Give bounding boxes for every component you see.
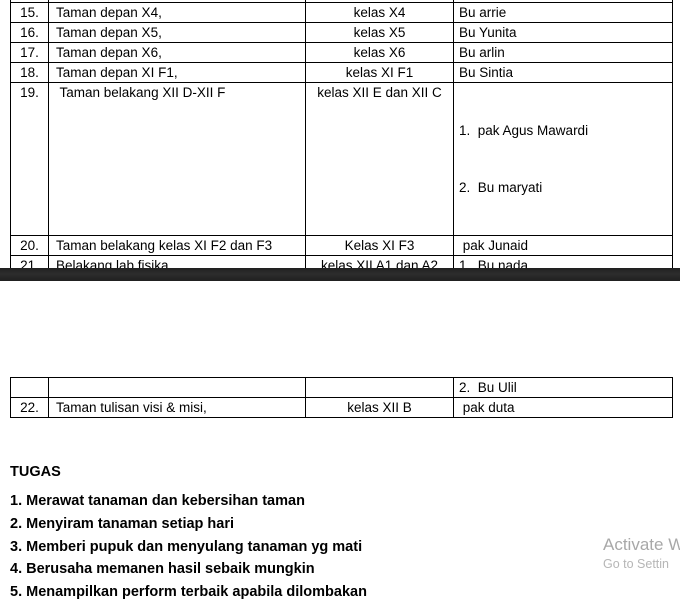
garden-assignment-table-page2: 2. Bu Ulil 22. Taman tulisan visi & misi… xyxy=(10,377,673,418)
table-row: 17. Taman depan X6, kelas X6 Bu arlin xyxy=(10,42,673,63)
table-row: 2. Bu Ulil xyxy=(10,377,673,398)
caretaker-line-1: 1. pak Agus Mawardi xyxy=(459,123,589,138)
windows-activation-watermark: Activate W Go to Settin xyxy=(603,534,680,572)
caretaker-cell: 2. Bu Ulil xyxy=(453,377,673,398)
caretaker-cell: pak Junaid xyxy=(453,235,673,256)
task-item: 2. Menyiram tanaman setiap hari xyxy=(10,515,235,532)
location-cell: Taman depan X5, xyxy=(48,22,306,43)
caretaker-cell: Bu arrie xyxy=(453,2,673,23)
location-cell: Taman depan XI F1, xyxy=(48,62,306,83)
location-cell: Taman belakang XII D-XII F xyxy=(48,82,306,236)
task-item: 3. Memberi pupuk dan menyulang tanaman y… xyxy=(10,538,363,555)
table-row: 16. Taman depan X5, kelas X5 Bu Yunita xyxy=(10,22,673,43)
caretaker-cell: Bu arlin xyxy=(453,42,673,63)
tasks-title: TUGAS xyxy=(10,464,61,480)
garden-assignment-table-page1: 15. Taman depan X4, kelas X4 Bu arrie 16… xyxy=(10,0,673,276)
activation-watermark-title: Activate W xyxy=(603,535,680,554)
class-cell: Kelas XI F3 xyxy=(305,235,454,256)
caretaker-cell: 1. pak Agus Mawardi 2. Bu maryati xyxy=(453,82,673,236)
location-cell: Taman belakang kelas XI F2 dan F3 xyxy=(48,235,306,256)
class-cell: kelas XII E dan XII C xyxy=(305,82,454,236)
row-number-cell: 22. xyxy=(10,397,49,418)
table-row: 15. Taman depan X4, kelas X4 Bu arrie xyxy=(10,2,673,23)
tasks-section: TUGAS 1. Merawat tanaman dan kebersihan … xyxy=(10,463,367,604)
activation-watermark-subtitle: Go to Settin xyxy=(603,557,670,571)
row-number-cell: 16. xyxy=(10,22,49,43)
table-row: 18. Taman depan XI F1, kelas XI F1 Bu Si… xyxy=(10,62,673,83)
class-cell: kelas X4 xyxy=(305,2,454,23)
location-cell: Taman depan X6, xyxy=(48,42,306,63)
page-break-separator xyxy=(0,268,680,281)
row-number-cell: 18. xyxy=(10,62,49,83)
table-row: 22. Taman tulisan visi & misi, kelas XII… xyxy=(10,397,673,418)
row-number-cell: 19. xyxy=(10,82,49,236)
class-cell: kelas X6 xyxy=(305,42,454,63)
class-cell xyxy=(305,377,454,398)
class-cell: kelas XI F1 xyxy=(305,62,454,83)
task-item: 4. Berusaha memanen hasil sebaik mungkin xyxy=(10,561,315,578)
caretaker-cell: Bu Yunita xyxy=(453,22,673,43)
location-cell: Taman depan X4, xyxy=(48,2,306,23)
row-number-cell: 15. xyxy=(10,2,49,23)
caretaker-line-2: 2. Bu maryati xyxy=(459,180,543,195)
location-cell: Taman tulisan visi & misi, xyxy=(48,397,306,418)
table-row: 20. Taman belakang kelas XI F2 dan F3 Ke… xyxy=(10,235,673,256)
row-number-cell xyxy=(10,377,49,398)
row-number-cell: 20. xyxy=(10,235,49,256)
caretaker-cell: pak duta xyxy=(453,397,673,418)
class-cell: kelas XII B xyxy=(305,397,454,418)
location-cell xyxy=(48,377,306,398)
caretaker-cell: Bu Sintia xyxy=(453,62,673,83)
row-number-cell: 17. xyxy=(10,42,49,63)
class-cell: kelas X5 xyxy=(305,22,454,43)
table-row: 19. Taman belakang XII D-XII F kelas XII… xyxy=(10,82,673,236)
task-item: 1. Merawat tanaman dan kebersihan taman xyxy=(10,493,305,509)
task-item: 5. Menampilkan perform terbaik apabila d… xyxy=(10,584,367,601)
